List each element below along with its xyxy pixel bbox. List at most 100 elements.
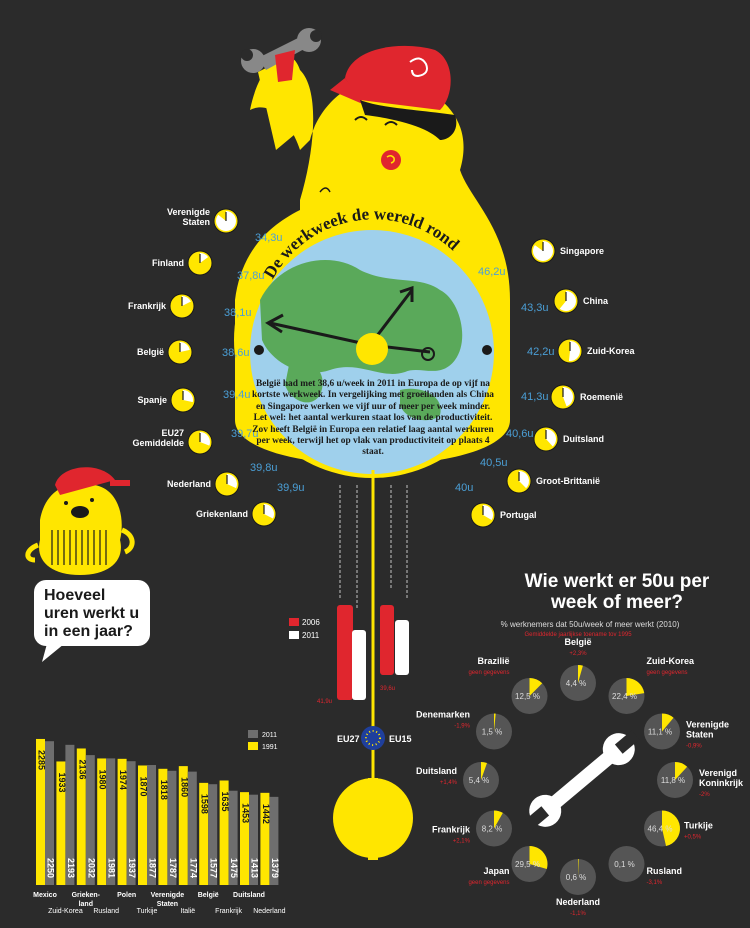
- clock-description: België had met 38,6 u/week in 2011 in Eu…: [251, 379, 494, 458]
- pie-country-label: Zuid-Korea: [647, 656, 695, 666]
- pie-slice: [662, 713, 674, 732]
- bar-1991: [117, 758, 127, 885]
- bar-1991-label: 2285: [37, 750, 47, 770]
- eu15-2011-weight: [395, 620, 409, 675]
- eu27-2011-weight: [352, 630, 366, 700]
- bar-2011-label: 1577: [209, 858, 219, 878]
- pie-change-label: geen gegevens: [468, 670, 509, 676]
- bar-category-label: land: [79, 901, 93, 908]
- bar-1991: [97, 758, 107, 885]
- pie-icon: 11,8 %: [657, 762, 693, 798]
- character-glove: [275, 50, 295, 82]
- bar-category-label: Turkije: [137, 908, 158, 915]
- hours-bar-chart: 2011 1991 2285 2250 Mexico 1933 2193 Zuid-Kor…: [33, 730, 286, 915]
- pie-icon: 4,4 %: [560, 665, 596, 701]
- hours-value: 39,7u: [231, 428, 259, 440]
- bar-2011-label: 2032: [86, 858, 96, 878]
- country-label: Roemenië: [580, 392, 623, 402]
- legend-1991-bar-swatch: [248, 742, 258, 750]
- pie-country-label: Verenigd: [699, 768, 737, 778]
- pie-title-line2: week of meer?: [550, 592, 683, 613]
- hours-value: 39,9u: [277, 482, 305, 494]
- bar-2011: [126, 761, 136, 885]
- pie-change-label: -1,9%: [454, 724, 470, 730]
- bar-category-label: Mexico: [33, 892, 57, 899]
- pie-country-label: Rusland: [647, 866, 683, 876]
- pie-country-label: België: [564, 637, 591, 647]
- bar-2011: [45, 741, 54, 885]
- clock-icon: [167, 339, 193, 365]
- eu15-value: 39,6u: [380, 686, 395, 692]
- pie-slice: [578, 665, 583, 683]
- pie-icon: 1,5 %: [475, 713, 512, 750]
- bar-1991: [76, 748, 86, 885]
- clock-icon: [213, 208, 239, 234]
- bar-1991-label: 1453: [241, 803, 251, 823]
- pie-value-label: 5,4 %: [469, 776, 489, 785]
- bar-2011-label: 1379: [270, 858, 280, 878]
- bar-category-label: België: [198, 892, 219, 899]
- hours-value: 40,6u: [506, 428, 534, 440]
- legend-2011-bar-swatch: [248, 730, 258, 738]
- pie-value-label: 22,4 %: [612, 692, 637, 701]
- country-label: Duitsland: [563, 434, 604, 444]
- pie-country-label: Staten: [686, 730, 714, 740]
- pie-icon: 0,1 %: [608, 846, 645, 883]
- pie-icon: 8,2 %: [475, 810, 512, 847]
- clock-icon: [557, 338, 583, 364]
- bar-2011-label: 1774: [188, 858, 198, 878]
- bar-1991-label: 1933: [57, 772, 67, 792]
- bar-1991: [260, 792, 270, 885]
- bar-1991-label: 2136: [77, 759, 87, 779]
- bar-1991-label: 1442: [261, 804, 271, 824]
- pie-slice: [675, 762, 688, 780]
- pie-slice: [529, 677, 543, 696]
- eu15-2006-weight: [380, 605, 394, 675]
- bar-category-label: Grieken-: [72, 892, 101, 899]
- pie-value-label: 46,4 %: [648, 825, 673, 834]
- pie-value-label: 12,5 %: [515, 692, 540, 701]
- pie-icon: 46,4 %: [644, 810, 681, 847]
- clock-icon: [169, 293, 195, 319]
- pie-change-label: -0,9%: [686, 744, 702, 750]
- bar-category-label: Rusland: [93, 908, 119, 915]
- bar-2011-label: 1475: [229, 858, 239, 878]
- country-label: Singapore: [560, 246, 604, 256]
- country-label: Gemiddelde: [132, 438, 184, 448]
- bar-2011-label: 1937: [127, 858, 137, 878]
- wrench-icon: [524, 730, 640, 830]
- bar-category-label: Nederland: [253, 908, 285, 915]
- mascot: [25, 467, 135, 575]
- bar-1991-label: 1635: [220, 792, 230, 812]
- pie-icon: 22,4 %: [608, 677, 645, 714]
- pie-country-label: Koninkrijk: [699, 778, 744, 788]
- clock-icon: [470, 502, 496, 528]
- eu27-value: 41,9u: [317, 699, 332, 705]
- hours-value: 38,6u: [222, 347, 250, 359]
- bar-2011: [147, 765, 156, 885]
- country-label: EU27: [161, 428, 184, 438]
- pie-country-label: Brazilië: [477, 656, 509, 666]
- bar-1991-label: 1598: [200, 794, 210, 814]
- eu-flag-icon: [361, 726, 385, 750]
- hours-value: 43,3u: [521, 302, 549, 314]
- pie-change-label: +2,1%: [453, 839, 471, 845]
- bar-category-label: Verenigde: [151, 892, 185, 899]
- pie-icon: 11,1 %: [644, 713, 681, 750]
- pie-change-label: -1,1%: [570, 911, 586, 917]
- country-label: China: [583, 296, 609, 306]
- bar-legend-2011: 2011: [262, 732, 277, 739]
- hours-value: 39,4u: [223, 389, 251, 401]
- clock-icon: [170, 387, 196, 413]
- pie-slice: [529, 846, 548, 870]
- pie-value-label: 29,5 %: [515, 860, 540, 869]
- bar-category-label: Duitsland: [233, 892, 265, 899]
- bar-1991-label: 1870: [139, 776, 149, 796]
- clock-face: [234, 202, 510, 478]
- hours-value: 41,3u: [521, 391, 549, 403]
- pie-value-label: 4,4 %: [566, 679, 586, 688]
- bar-2011: [187, 771, 197, 885]
- legend-2006-swatch: [289, 618, 299, 626]
- pie-subtitle: % werknemers dat 50u/week of meer werkt …: [501, 620, 680, 629]
- pie-icon: 5,4 %: [463, 762, 499, 798]
